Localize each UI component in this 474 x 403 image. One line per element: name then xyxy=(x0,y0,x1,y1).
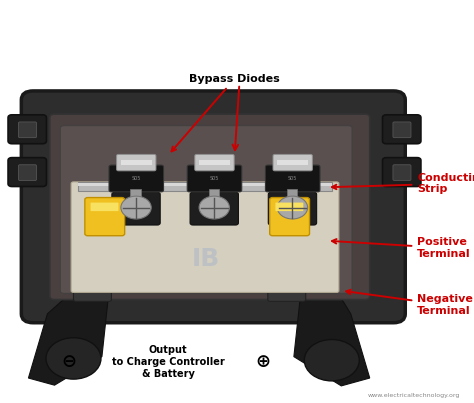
Bar xyxy=(209,189,219,200)
FancyBboxPatch shape xyxy=(117,154,156,171)
Circle shape xyxy=(277,196,308,219)
FancyBboxPatch shape xyxy=(275,203,303,211)
FancyBboxPatch shape xyxy=(112,192,160,225)
FancyBboxPatch shape xyxy=(109,165,164,192)
Text: Solar Panle Junction Box: Solar Panle Junction Box xyxy=(55,10,419,36)
FancyBboxPatch shape xyxy=(195,154,234,171)
FancyBboxPatch shape xyxy=(91,203,118,211)
Circle shape xyxy=(46,338,101,379)
Bar xyxy=(78,182,332,191)
Text: www.electricaltechnology.org: www.electricaltechnology.org xyxy=(367,393,460,398)
FancyBboxPatch shape xyxy=(73,284,111,301)
Text: IB: IB xyxy=(192,247,220,270)
FancyBboxPatch shape xyxy=(190,192,238,225)
Bar xyxy=(277,160,308,165)
Bar xyxy=(199,160,230,165)
Circle shape xyxy=(304,339,359,381)
Bar xyxy=(130,189,141,200)
FancyBboxPatch shape xyxy=(270,197,310,236)
FancyBboxPatch shape xyxy=(85,197,125,236)
FancyBboxPatch shape xyxy=(60,125,352,293)
FancyBboxPatch shape xyxy=(18,122,36,138)
Text: S05: S05 xyxy=(131,176,141,181)
Text: S05: S05 xyxy=(210,176,219,181)
Text: Negative
Terminal: Negative Terminal xyxy=(346,290,473,316)
FancyBboxPatch shape xyxy=(187,165,242,192)
Polygon shape xyxy=(294,291,370,386)
FancyBboxPatch shape xyxy=(383,115,421,144)
FancyBboxPatch shape xyxy=(265,165,320,192)
FancyBboxPatch shape xyxy=(8,158,46,187)
FancyBboxPatch shape xyxy=(383,158,421,187)
FancyBboxPatch shape xyxy=(18,165,36,181)
Circle shape xyxy=(199,196,229,219)
FancyBboxPatch shape xyxy=(8,115,46,144)
Text: Positive
Terminal: Positive Terminal xyxy=(332,237,471,259)
Text: S05: S05 xyxy=(288,176,297,181)
Circle shape xyxy=(121,196,151,219)
Text: ⊖: ⊖ xyxy=(61,353,76,371)
Polygon shape xyxy=(28,291,109,385)
FancyBboxPatch shape xyxy=(273,154,312,171)
Text: ⊕: ⊕ xyxy=(255,353,271,371)
FancyBboxPatch shape xyxy=(268,192,317,225)
FancyBboxPatch shape xyxy=(393,122,411,138)
Bar xyxy=(78,183,332,186)
Bar xyxy=(287,189,297,200)
Text: Bypass Diodes: Bypass Diodes xyxy=(172,74,280,152)
FancyBboxPatch shape xyxy=(50,114,370,299)
FancyBboxPatch shape xyxy=(71,182,339,293)
Bar xyxy=(121,160,152,165)
FancyBboxPatch shape xyxy=(21,91,405,323)
Text: Output
to Charge Controller
& Battery: Output to Charge Controller & Battery xyxy=(112,345,225,378)
FancyBboxPatch shape xyxy=(393,165,411,181)
Text: Conducting
Strip: Conducting Strip xyxy=(332,173,474,195)
FancyBboxPatch shape xyxy=(268,284,306,301)
